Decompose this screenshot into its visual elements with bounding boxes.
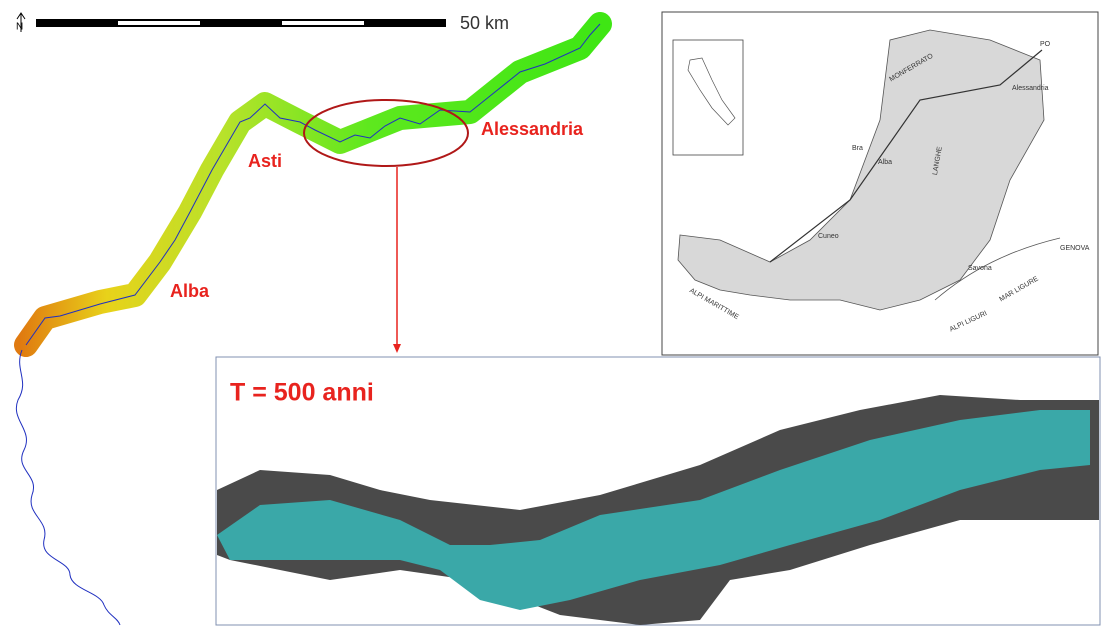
arrow-head xyxy=(393,344,401,353)
city-label: Asti xyxy=(248,151,282,171)
north-arrow: N xyxy=(16,13,25,33)
inset-label: Bra xyxy=(852,145,863,152)
flood-map: T = 500 anni xyxy=(216,357,1100,625)
scale-bar: 50 km xyxy=(36,13,509,33)
city-label: Alba xyxy=(170,281,210,301)
inset-label: Cuneo xyxy=(818,233,839,240)
inset-label: Alessandria xyxy=(1012,85,1049,92)
flood-title: T = 500 anni xyxy=(230,379,374,407)
inset-label: Savona xyxy=(968,265,992,272)
risk-corridor xyxy=(26,24,600,345)
inset-label: Alba xyxy=(878,159,892,166)
city-label: Alessandria xyxy=(481,119,584,139)
slide: N 50 km Asti Alba Alessandria MONFERRATO… xyxy=(0,0,1114,630)
river-downstream xyxy=(16,350,120,625)
inset-label: PO xyxy=(1040,41,1051,48)
north-label: N xyxy=(16,22,23,33)
inset-map: MONFERRATO LANGHE ALPI MARITTIME ALPI LI… xyxy=(662,12,1098,355)
inset-label: GENOVA xyxy=(1060,245,1090,252)
scale-label: 50 km xyxy=(460,13,509,33)
